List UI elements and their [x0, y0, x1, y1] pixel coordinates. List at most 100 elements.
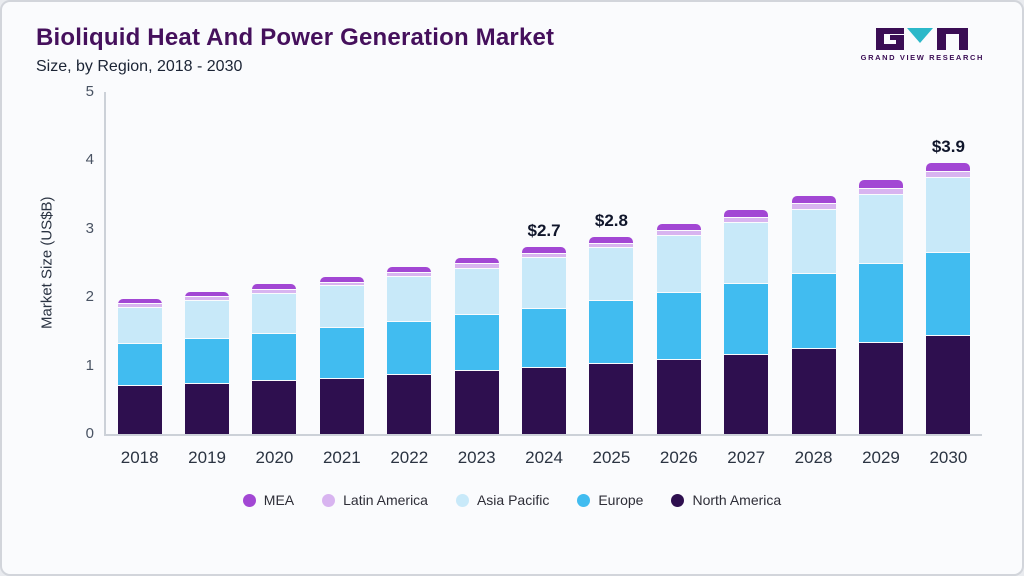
bar-column-2022: 2022: [376, 92, 443, 467]
y-tick-label: 5: [85, 83, 94, 100]
bar-segment-mea[interactable]: [926, 162, 971, 171]
y-tick-label: 3: [85, 219, 94, 237]
bar-segment-latin-america[interactable]: [454, 264, 499, 268]
bar-segment-europe[interactable]: [791, 274, 836, 349]
bar-segment-europe[interactable]: [858, 264, 903, 343]
bar-segment-latin-america[interactable]: [724, 217, 769, 222]
bar-segment-asia-pacific[interactable]: [454, 268, 499, 315]
bar-segment-north-america[interactable]: [185, 384, 230, 434]
stacked-bar[interactable]: [791, 196, 836, 434]
stacked-bar[interactable]: [319, 276, 364, 434]
x-tick-label: 2021: [322, 448, 361, 467]
page-title: Bioliquid Heat And Power Generation Mark…: [36, 24, 555, 51]
bar-segment-europe[interactable]: [319, 328, 364, 378]
bar-segment-mea[interactable]: [656, 224, 701, 231]
legend-item-latin-america[interactable]: Latin America: [322, 492, 428, 508]
bar-column-2024: $2.7 2024: [510, 92, 577, 467]
bar-segment-mea[interactable]: [319, 276, 364, 282]
bar-segment-mea[interactable]: [252, 284, 297, 290]
bar-segment-asia-pacific[interactable]: [522, 258, 567, 308]
bar-segment-latin-america[interactable]: [319, 282, 364, 286]
bar-segment-latin-america[interactable]: [117, 303, 162, 307]
bar-segment-europe[interactable]: [589, 301, 634, 364]
stacked-bar[interactable]: [252, 284, 297, 434]
bar-segment-north-america[interactable]: [724, 354, 769, 434]
legend-item-mea[interactable]: MEA: [242, 492, 294, 508]
bar-segment-europe[interactable]: [926, 253, 971, 336]
x-tick-label: 2027: [727, 448, 766, 467]
bar-segment-north-america[interactable]: [589, 364, 634, 434]
stacked-bar[interactable]: [724, 210, 769, 434]
bar-segment-north-america[interactable]: [656, 360, 701, 434]
bar-segment-asia-pacific[interactable]: [117, 307, 162, 344]
bar-segment-mea[interactable]: [724, 210, 769, 217]
bar-segment-mea[interactable]: [117, 298, 162, 303]
bar-segment-north-america[interactable]: [117, 386, 162, 434]
bar-segment-latin-america[interactable]: [656, 231, 701, 236]
stacked-bar[interactable]: [454, 258, 499, 434]
bar-segment-north-america[interactable]: [522, 367, 567, 434]
legend-swatch-north-america: [671, 493, 685, 507]
bar-segment-north-america[interactable]: [926, 336, 971, 434]
bar-segment-europe[interactable]: [724, 283, 769, 354]
bar-segment-asia-pacific[interactable]: [319, 286, 364, 328]
bar-segment-asia-pacific[interactable]: [791, 209, 836, 274]
bar-segment-mea[interactable]: [387, 267, 432, 273]
legend-item-europe[interactable]: Europe: [577, 492, 643, 508]
legend-item-north-america[interactable]: North America: [671, 492, 781, 508]
bar-segment-latin-america[interactable]: [252, 290, 297, 293]
bar-segment-north-america[interactable]: [387, 375, 432, 434]
bar-segment-latin-america[interactable]: [589, 243, 634, 248]
x-tick-label: 2026: [659, 448, 698, 467]
x-tick-label: 2024: [525, 448, 563, 467]
bar-segment-asia-pacific[interactable]: [926, 178, 971, 253]
bar-segment-north-america[interactable]: [252, 381, 297, 434]
stacked-bar[interactable]: [589, 237, 634, 434]
bar-segment-mea[interactable]: [858, 180, 903, 188]
bar-segment-europe[interactable]: [522, 308, 567, 367]
bar-segment-asia-pacific[interactable]: [387, 277, 432, 321]
stacked-bar[interactable]: [656, 224, 701, 434]
legend-item-asia-pacific[interactable]: Asia Pacific: [455, 492, 549, 508]
x-tick-label: 2030: [929, 448, 968, 467]
bar-segment-north-america[interactable]: [454, 371, 499, 434]
legend-swatch-latin-america: [322, 493, 336, 507]
bar-column-2023: 2023: [443, 92, 510, 467]
stacked-bar[interactable]: [387, 267, 432, 434]
bar-segment-asia-pacific[interactable]: [858, 194, 903, 264]
bar-segment-mea[interactable]: [791, 196, 836, 203]
x-tick-label: 2025: [592, 448, 631, 467]
bar-segment-mea[interactable]: [454, 258, 499, 264]
bar-segment-latin-america[interactable]: [185, 296, 230, 300]
bars-row: 2018 2019 2020 2021 2022 2023 $2.7 2024 $2.8 2025…: [106, 92, 982, 467]
value-label: $3.9: [931, 136, 965, 156]
bar-segment-north-america[interactable]: [858, 343, 903, 434]
bar-segment-asia-pacific[interactable]: [185, 300, 230, 339]
stacked-bar[interactable]: [185, 291, 230, 434]
bar-segment-asia-pacific[interactable]: [252, 293, 297, 333]
bar-segment-europe[interactable]: [387, 321, 432, 375]
bar-segment-north-america[interactable]: [319, 378, 364, 434]
stacked-bar[interactable]: [522, 247, 567, 434]
bar-segment-asia-pacific[interactable]: [656, 236, 701, 293]
bar-segment-mea[interactable]: [589, 237, 634, 243]
stacked-bar[interactable]: [117, 298, 162, 434]
stacked-bar[interactable]: [926, 162, 971, 434]
bar-segment-europe[interactable]: [185, 339, 230, 384]
bar-segment-europe[interactable]: [252, 333, 297, 381]
bar-segment-latin-america[interactable]: [387, 273, 432, 277]
bar-segment-mea[interactable]: [185, 291, 230, 296]
bar-segment-latin-america[interactable]: [522, 253, 567, 258]
bar-segment-latin-america[interactable]: [791, 203, 836, 209]
bar-segment-asia-pacific[interactable]: [589, 248, 634, 300]
bar-segment-latin-america[interactable]: [858, 188, 903, 194]
bar-segment-mea[interactable]: [522, 247, 567, 253]
bar-segment-asia-pacific[interactable]: [724, 222, 769, 283]
bar-segment-north-america[interactable]: [791, 349, 836, 434]
bar-segment-europe[interactable]: [454, 315, 499, 371]
x-tick-label: 2018: [120, 448, 159, 467]
bar-segment-europe[interactable]: [117, 344, 162, 386]
bar-segment-europe[interactable]: [656, 293, 701, 360]
stacked-bar[interactable]: [858, 180, 903, 434]
bar-segment-latin-america[interactable]: [926, 171, 971, 178]
